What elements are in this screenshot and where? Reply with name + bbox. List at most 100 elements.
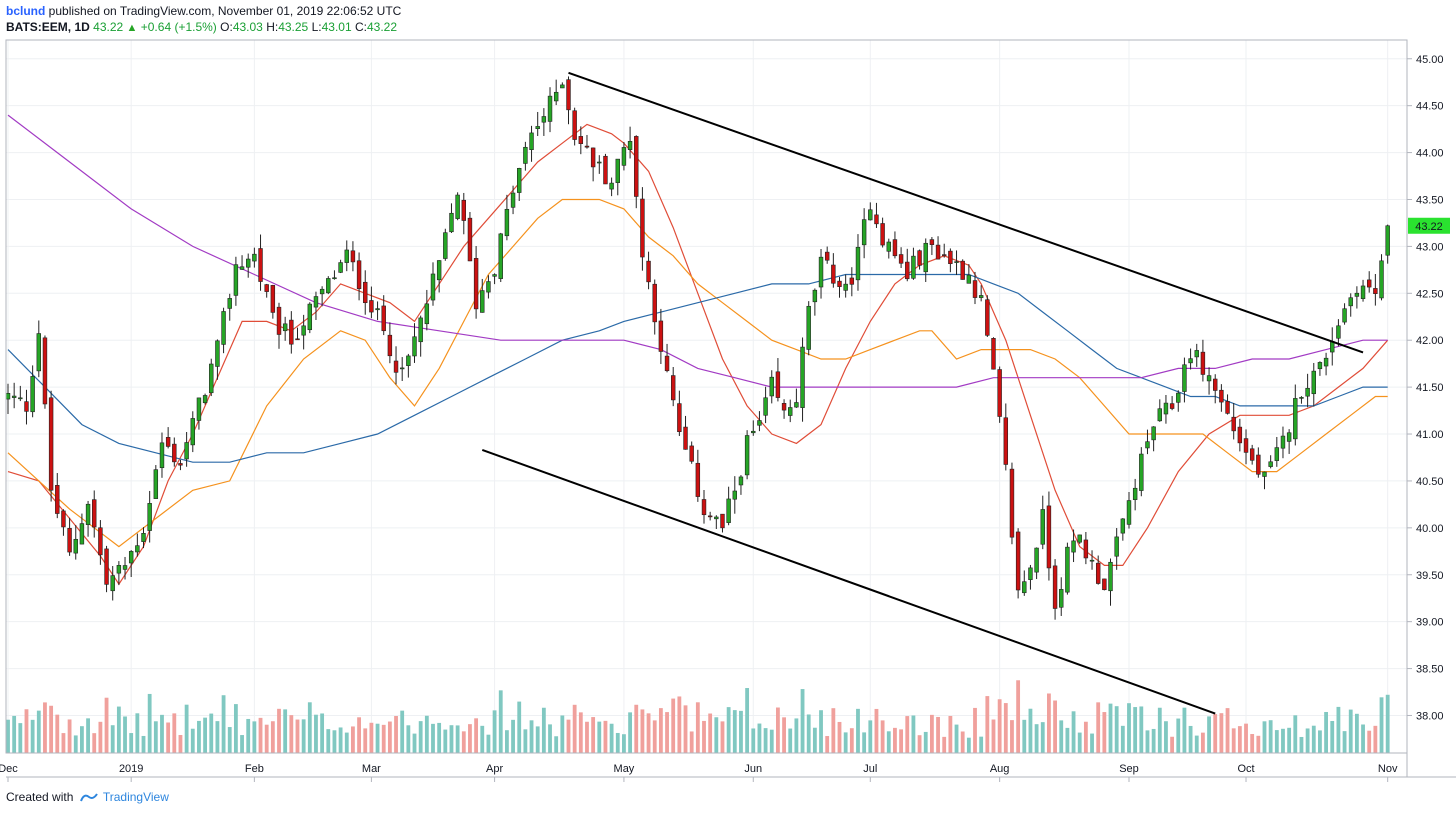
volume-bar: [702, 720, 706, 753]
volume-bar: [677, 696, 682, 753]
candle-body: [898, 254, 904, 264]
volume-bar: [1324, 711, 1328, 753]
volume-bar: [1299, 736, 1304, 753]
candle-body: [61, 510, 66, 528]
candle-body: [603, 155, 608, 185]
volume-bar: [431, 723, 435, 753]
volume-bar: [683, 705, 688, 753]
candle-body: [221, 311, 226, 345]
time-axis[interactable]: Dec 2019 Feb Mar Apr May Jun Jul Aug Sep Oct Nov: [0, 763, 1398, 782]
volume-bar: [1311, 725, 1316, 753]
time-tick-label: Jul: [863, 763, 877, 775]
volume-bar: [387, 721, 392, 753]
candle-body: [184, 442, 189, 460]
volume-bar: [1170, 736, 1175, 753]
symbol-name[interactable]: BATS:EEM, 1D: [6, 20, 90, 34]
volume-bar: [1256, 735, 1261, 753]
candle-body: [788, 407, 793, 416]
candle-body: [1286, 432, 1292, 442]
candle-body: [1083, 539, 1089, 559]
candle-body: [504, 208, 510, 237]
price-tick-label: 40.00: [1416, 523, 1444, 535]
candle-body: [36, 333, 42, 372]
candle-body: [412, 336, 417, 357]
candle-body: [406, 355, 411, 366]
candle-body: [597, 161, 602, 164]
volume-bar: [197, 720, 201, 753]
volume-bar: [135, 713, 140, 753]
volume-bar: [634, 704, 639, 753]
candle-body: [1336, 325, 1341, 339]
brand-link[interactable]: TradingView: [102, 790, 169, 804]
volume-bar: [1342, 731, 1347, 753]
candle-body: [646, 260, 651, 283]
volume-bar: [301, 719, 306, 753]
volume-bar: [714, 717, 719, 753]
volume-bar: [936, 716, 940, 753]
volume-bar: [640, 709, 645, 753]
volume-bar: [492, 710, 497, 753]
volume-bar: [843, 732, 848, 753]
volume-bar: [1120, 725, 1125, 753]
low-label: L:: [311, 20, 322, 34]
time-tick-label: Apr: [486, 763, 503, 775]
candle-body: [1305, 387, 1310, 397]
candle-body: [393, 360, 399, 373]
volume-bar: [548, 724, 552, 753]
candle-body: [732, 490, 738, 500]
volume-bar: [1108, 703, 1113, 753]
candle-body: [98, 527, 103, 556]
candle-body: [1052, 565, 1058, 609]
volume-bar: [49, 705, 54, 753]
candle-body: [1237, 426, 1243, 444]
volume-bar: [92, 733, 97, 753]
volume-bar: [314, 714, 318, 753]
volume-bar: [726, 707, 731, 753]
candle-body: [954, 261, 959, 263]
volume-bar: [1071, 711, 1076, 753]
candle-body: [165, 437, 171, 447]
candle-body: [369, 300, 374, 313]
volume-bar: [1194, 735, 1199, 753]
volume-bar: [689, 731, 694, 753]
volume-bar: [252, 721, 257, 753]
trendlines[interactable]: [481, 71, 1364, 715]
candle-body: [985, 299, 990, 336]
volume-bar: [1200, 732, 1205, 753]
volume-bar: [665, 712, 669, 753]
candle-body: [73, 538, 78, 554]
volume-bar: [886, 731, 891, 753]
author-link[interactable]: bclund: [6, 4, 46, 18]
volume-bar: [776, 707, 780, 753]
volume-bar: [1047, 693, 1051, 753]
candle-body: [215, 340, 220, 367]
candle-body: [911, 255, 916, 279]
candle-body: [1114, 536, 1119, 557]
volume-bar: [449, 725, 454, 753]
open-label: O:: [220, 20, 233, 34]
candle-body: [153, 469, 159, 499]
volume-bar: [418, 721, 423, 753]
candle-body: [5, 392, 11, 400]
volume-bar: [486, 734, 491, 753]
price-axis[interactable]: 45.00 44.50 44.00 43.50 43.00 42.50 42.00 41.50…: [1407, 54, 1444, 723]
volume-bar: [55, 714, 60, 753]
volume-bar: [394, 716, 398, 753]
volume-bar: [554, 736, 559, 753]
publish-line: bclund published on TradingView.com, Nov…: [6, 4, 401, 18]
price-tick-label: 38.50: [1416, 664, 1444, 676]
candlesticks: [5, 76, 1390, 620]
volume-bar: [221, 695, 226, 753]
candle-body: [202, 395, 208, 404]
candle-body: [1009, 468, 1015, 538]
candle-body: [929, 239, 935, 245]
candle-body: [1317, 362, 1323, 370]
candle-body: [1176, 392, 1181, 403]
candle-body: [1071, 540, 1076, 553]
volume-bar: [1385, 694, 1390, 753]
last-price-label: 43.22: [1415, 221, 1443, 233]
candle-body: [233, 264, 239, 296]
volume-bar: [344, 732, 349, 753]
candle-body: [1231, 416, 1236, 432]
